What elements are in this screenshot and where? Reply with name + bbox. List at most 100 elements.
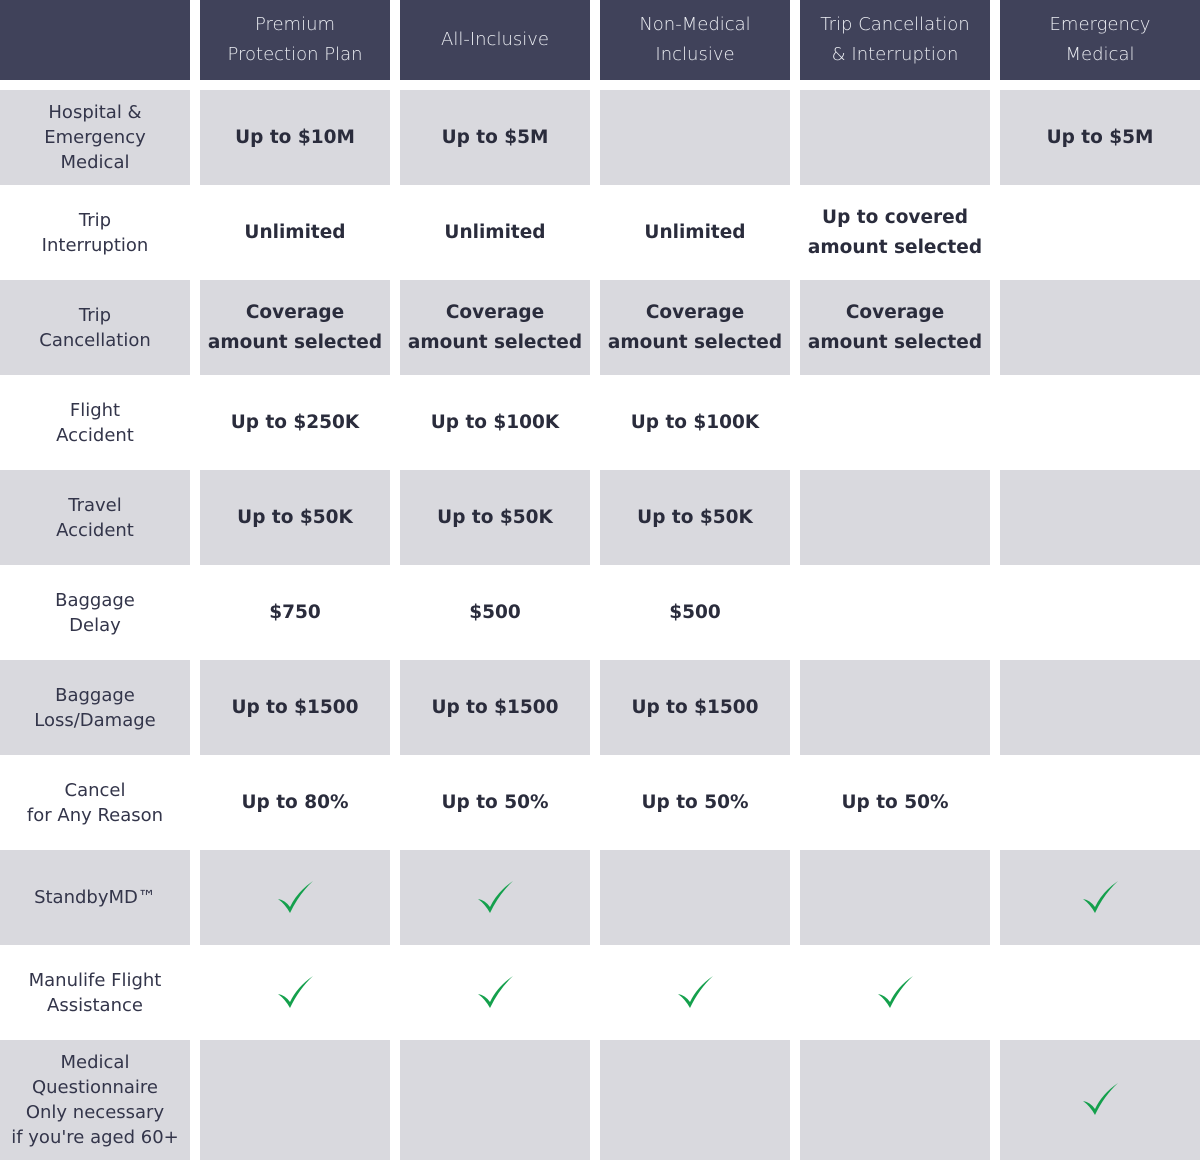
cell-value: Up to 50% (441, 791, 549, 813)
table-cell (200, 850, 390, 945)
row-label: Trip Cancellation (0, 280, 190, 375)
column-header-label: Trip Cancellation & Interruption (820, 14, 970, 65)
table-cell: Coverage amount selected (200, 280, 390, 375)
cell-value: Up to $1500 (631, 696, 759, 718)
table-cell: Up to 50% (800, 755, 990, 850)
cell-value: Up to $50K (237, 506, 353, 528)
column-header: All-Inclusive (400, 0, 590, 80)
row-label: Baggage Delay (55, 589, 135, 636)
table-cell (1000, 660, 1200, 755)
table-cell: Up to 80% (200, 755, 390, 850)
table-cell (800, 470, 990, 565)
cell-value: Up to $1500 (231, 696, 359, 718)
cell-value: Up to covered amount selected (807, 206, 983, 258)
row-label: Flight Accident (56, 399, 134, 446)
column-header-label: Premium Protection Plan (227, 14, 363, 65)
cell-value: Up to 50% (841, 791, 949, 813)
cell-value: Up to $5M (1046, 126, 1154, 148)
row-label: Cancel for Any Reason (26, 779, 164, 826)
checkmark-icon (478, 975, 513, 1008)
table-cell (800, 660, 990, 755)
table-cell (1000, 280, 1200, 375)
row-label: Travel Accident (0, 470, 190, 565)
table-cell: Coverage amount selected (800, 280, 990, 375)
table-cell: Up to $100K (600, 375, 790, 470)
column-header: Emergency Medical (1000, 0, 1200, 80)
row-label: StandbyMD™ (0, 850, 190, 945)
column-header-label: All-Inclusive (441, 29, 549, 50)
cell-value: Up to 80% (241, 791, 349, 813)
table-cell: Up to $1500 (200, 660, 390, 755)
table-cell: Up to $50K (400, 470, 590, 565)
table-cell: $500 (400, 565, 590, 660)
table-cell (200, 945, 390, 1040)
checkmark-icon (1083, 880, 1118, 913)
table-cell (1000, 850, 1200, 945)
cell-value: Coverage amount selected (807, 301, 983, 353)
row-label: Baggage Loss/Damage (0, 660, 190, 755)
table-cell (800, 945, 990, 1040)
table-cell: Up to 50% (600, 755, 790, 850)
table-cell: Up to $50K (600, 470, 790, 565)
table-cell (800, 565, 990, 660)
row-label: Medical Questionnaire Only necessary if you… (0, 1040, 190, 1160)
checkmark-icon (478, 880, 513, 913)
header-corner (0, 0, 190, 80)
table-cell (1000, 470, 1200, 565)
cell-value: Coverage amount selected (607, 301, 783, 353)
table-cell (400, 850, 590, 945)
table-cell: Up to $1500 (400, 660, 590, 755)
table-cell: Up to $1500 (600, 660, 790, 755)
table-cell: Unlimited (400, 185, 590, 280)
table-cell (800, 1040, 990, 1160)
table-cell: Up to $50K (200, 470, 390, 565)
table-cell (1000, 565, 1200, 660)
row-label: Trip Interruption (41, 209, 149, 256)
table-cell (1000, 375, 1200, 470)
table-cell: Up to 50% (400, 755, 590, 850)
table-cell (400, 945, 590, 1040)
checkmark-icon (278, 975, 313, 1008)
cell-value: Unlimited (244, 221, 346, 243)
cell-value: Up to $10M (235, 126, 355, 148)
checkmark-icon (278, 880, 313, 913)
table-cell: Coverage amount selected (600, 280, 790, 375)
table-cell: $500 (600, 565, 790, 660)
table-cell: $750 (200, 565, 390, 660)
table-cell (200, 1040, 390, 1160)
row-label: Manulife Flight Assistance (28, 969, 162, 1016)
cell-value: Up to $100K (630, 411, 760, 433)
cell-value: Up to $100K (430, 411, 560, 433)
cell-value: $500 (669, 601, 721, 623)
cell-value: Unlimited (644, 221, 746, 243)
checkmark-icon (1083, 1083, 1118, 1115)
column-header: Non-Medical Inclusive (600, 0, 790, 80)
table-cell (1000, 945, 1200, 1040)
table-cell (400, 1040, 590, 1160)
row-label: Hospital & Emergency Medical (0, 90, 190, 185)
cell-value: Unlimited (444, 221, 546, 243)
table-cell: Up to $5M (1000, 90, 1200, 185)
table-cell (600, 1040, 790, 1160)
cell-value: Coverage amount selected (207, 301, 383, 353)
table-cell: Unlimited (600, 185, 790, 280)
table-cell (1000, 185, 1200, 280)
table-cell (800, 375, 990, 470)
cell-value: $500 (469, 601, 521, 623)
table-cell: Up to $250K (200, 375, 390, 470)
cell-value: Up to $50K (437, 506, 553, 528)
cell-value: Up to $50K (637, 506, 753, 528)
table-cell: Unlimited (200, 185, 390, 280)
cell-value: $750 (269, 601, 321, 623)
table-cell (600, 90, 790, 185)
column-header-label: Emergency Medical (1049, 14, 1151, 65)
table-cell: Up to covered amount selected (800, 185, 990, 280)
cell-value: Coverage amount selected (407, 301, 583, 353)
checkmark-icon (678, 975, 713, 1008)
column-header-label: Non-Medical Inclusive (639, 14, 751, 65)
column-header: Premium Protection Plan (200, 0, 390, 80)
table-cell (1000, 1040, 1200, 1160)
table-cell: Up to $5M (400, 90, 590, 185)
table-cell: Up to $10M (200, 90, 390, 185)
cell-value: Up to $5M (441, 126, 549, 148)
